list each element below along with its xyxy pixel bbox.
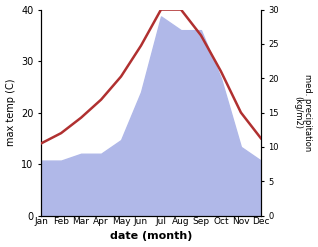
Y-axis label: med. precipitation
(kg/m2): med. precipitation (kg/m2): [293, 74, 313, 151]
X-axis label: date (month): date (month): [110, 231, 192, 242]
Y-axis label: max temp (C): max temp (C): [5, 79, 16, 146]
